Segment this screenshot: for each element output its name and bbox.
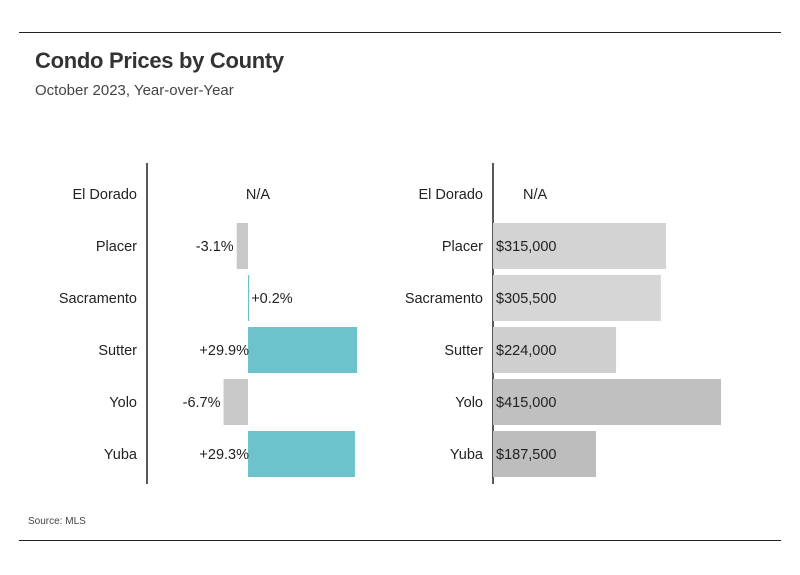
- change-bar-yolo: [223, 379, 248, 425]
- source-note: Source: MLS: [28, 516, 86, 527]
- price-category-label-sutter: Sutter: [444, 343, 483, 359]
- chart-title: Condo Prices by County: [35, 48, 284, 73]
- change-value-label-sacramento: +0.2%: [251, 291, 293, 307]
- median-price-panel: El Dorado N/A Placer $315,000 Sacramento $305…: [405, 163, 721, 484]
- change-bar-sutter: [248, 327, 358, 373]
- price-category-label-yuba: Yuba: [450, 447, 484, 463]
- change-value-label-el-dorado: N/A: [246, 187, 271, 203]
- change-bar-sacramento: [248, 275, 250, 321]
- top-rule: [19, 32, 781, 33]
- price-category-label-yolo: Yolo: [455, 395, 483, 411]
- price-category-label-sacramento: Sacramento: [405, 291, 483, 307]
- price-category-label-placer: Placer: [442, 239, 483, 255]
- yoy-change-panel: El Dorado N/A Placer -3.1% Sacramento +0.2% Su…: [59, 163, 358, 484]
- price-value-label-sacramento: $305,500: [496, 291, 556, 307]
- price-value-label-el-dorado: N/A: [523, 187, 548, 203]
- price-value-label-yuba: $187,500: [496, 447, 556, 463]
- price-value-label-yolo: $415,000: [496, 395, 556, 411]
- price-value-label-sutter: $224,000: [496, 343, 556, 359]
- bottom-rule: [19, 540, 781, 541]
- change-value-label-sutter: +29.9%: [199, 343, 249, 359]
- change-category-label-sacramento: Sacramento: [59, 291, 137, 307]
- price-value-label-placer: $315,000: [496, 239, 556, 255]
- price-bar-sutter: [493, 327, 617, 373]
- change-bar-yuba: [248, 431, 355, 477]
- change-value-label-yolo: -6.7%: [183, 395, 221, 411]
- price-bar-placer: [493, 223, 667, 269]
- chart-subtitle: October 2023, Year-over-Year: [35, 82, 234, 99]
- change-value-label-yuba: +29.3%: [199, 447, 249, 463]
- price-category-label-el-dorado: El Dorado: [419, 187, 483, 203]
- change-bar-placer: [236, 223, 248, 269]
- change-value-label-placer: -3.1%: [196, 239, 234, 255]
- change-category-label-el-dorado: El Dorado: [73, 187, 137, 203]
- change-category-label-yuba: Yuba: [104, 447, 138, 463]
- price-bar-yuba: [493, 431, 597, 477]
- change-category-label-sutter: Sutter: [98, 343, 137, 359]
- change-category-label-placer: Placer: [96, 239, 137, 255]
- change-category-label-yolo: Yolo: [109, 395, 137, 411]
- price-bar-yolo: [493, 379, 721, 425]
- price-bar-sacramento: [493, 275, 661, 321]
